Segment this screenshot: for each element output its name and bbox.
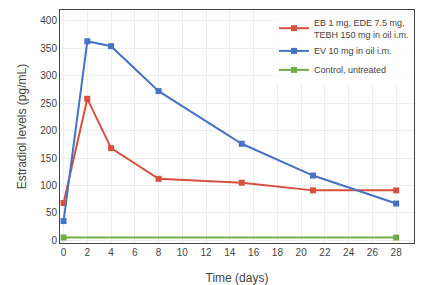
svg-text:350: 350 <box>40 43 57 54</box>
svg-text:0: 0 <box>61 247 67 258</box>
svg-text:100: 100 <box>40 180 57 191</box>
svg-text:20: 20 <box>296 247 308 258</box>
svg-text:2: 2 <box>85 247 91 258</box>
svg-text:24: 24 <box>343 247 355 258</box>
svg-text:Control, untreated: Control, untreated <box>314 65 386 75</box>
svg-text:12: 12 <box>201 247 213 258</box>
svg-text:Time (days): Time (days) <box>206 271 269 285</box>
svg-text:0: 0 <box>51 235 57 246</box>
svg-text:50: 50 <box>46 207 58 218</box>
svg-text:4: 4 <box>108 247 114 258</box>
svg-text:6: 6 <box>132 247 138 258</box>
svg-text:EV 10 mg in oil i.m.: EV 10 mg in oil i.m. <box>314 46 392 56</box>
svg-text:22: 22 <box>319 247 331 258</box>
svg-text:200: 200 <box>40 125 57 136</box>
svg-text:EB 1 mg, EDE 7.5 mg,TEBH 150 m: EB 1 mg, EDE 7.5 mg,TEBH 150 mg in oil i… <box>314 18 409 40</box>
svg-text:16: 16 <box>248 247 260 258</box>
svg-text:250: 250 <box>40 98 57 109</box>
svg-text:18: 18 <box>272 247 284 258</box>
svg-text:10: 10 <box>177 247 189 258</box>
svg-text:14: 14 <box>224 247 236 258</box>
svg-text:28: 28 <box>391 247 403 258</box>
svg-text:150: 150 <box>40 153 57 164</box>
svg-text:Estradiol levels (pg/mL): Estradiol levels (pg/mL) <box>15 64 29 189</box>
svg-text:8: 8 <box>156 247 162 258</box>
svg-text:300: 300 <box>40 70 57 81</box>
svg-text:26: 26 <box>367 247 379 258</box>
svg-text:400: 400 <box>40 15 57 26</box>
